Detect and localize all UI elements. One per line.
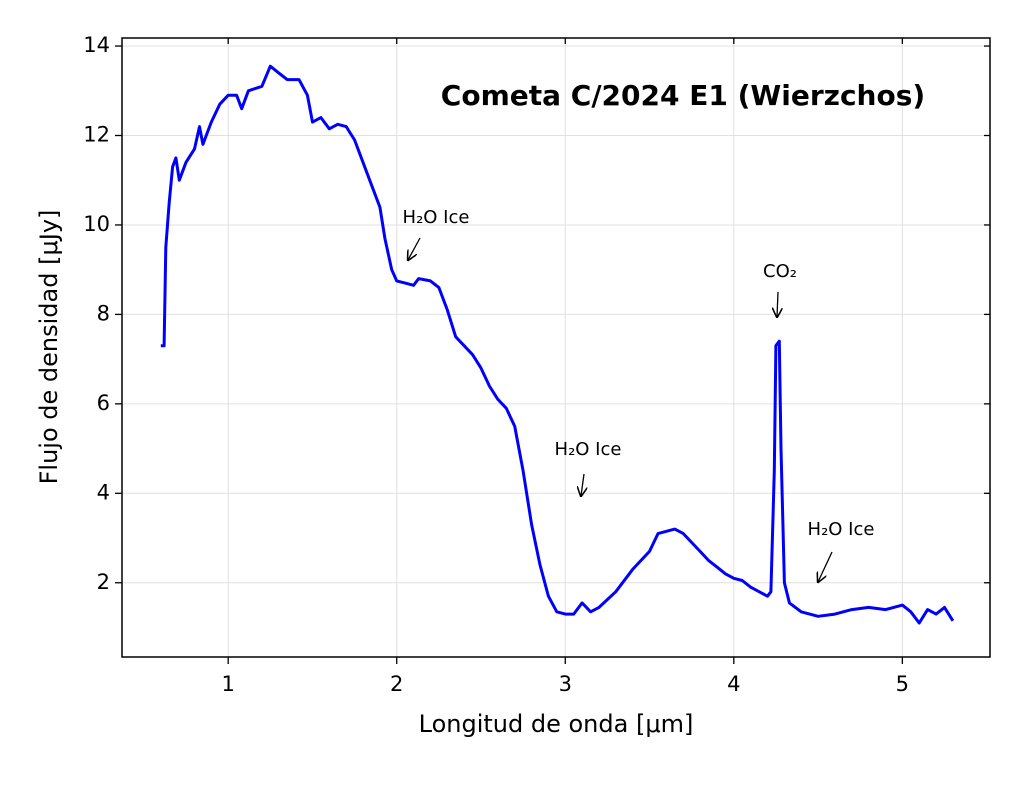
arrow: [777, 291, 778, 317]
x-tick-label: 3: [559, 672, 572, 696]
x-axis-label: Longitud de onda [μm]: [419, 710, 694, 738]
arrow: [818, 551, 833, 582]
y-tick-label: 8: [97, 301, 110, 325]
y-axis-label: Flujo de densidad [μJy]: [35, 210, 63, 485]
plot-frame: [121, 37, 991, 658]
grid: [122, 38, 990, 657]
y-tick-label: 10: [83, 212, 110, 236]
chart-title: Cometa C/2024 E1 (Wierzchos): [441, 79, 925, 112]
series-line: [160, 64, 955, 625]
x-tick-label: 1: [221, 672, 234, 696]
y-tick-label: 14: [83, 33, 110, 57]
annotation: CO₂: [763, 261, 797, 282]
annotation: H₂O Ice: [555, 439, 622, 460]
plot: [160, 64, 955, 625]
x-tick-label: 5: [896, 672, 909, 696]
y-tick-label: 4: [97, 480, 110, 504]
y-tick-label: 6: [97, 391, 110, 415]
arrow: [581, 473, 584, 496]
y-tick-label: 12: [83, 123, 110, 147]
y-tick-label: 2: [97, 570, 110, 594]
x-tick-label: 2: [390, 672, 403, 696]
x-tick-label: 4: [727, 672, 740, 696]
arrow: [408, 237, 421, 260]
annotation: H₂O Ice: [808, 519, 875, 540]
annotation: H₂O Ice: [403, 207, 470, 228]
